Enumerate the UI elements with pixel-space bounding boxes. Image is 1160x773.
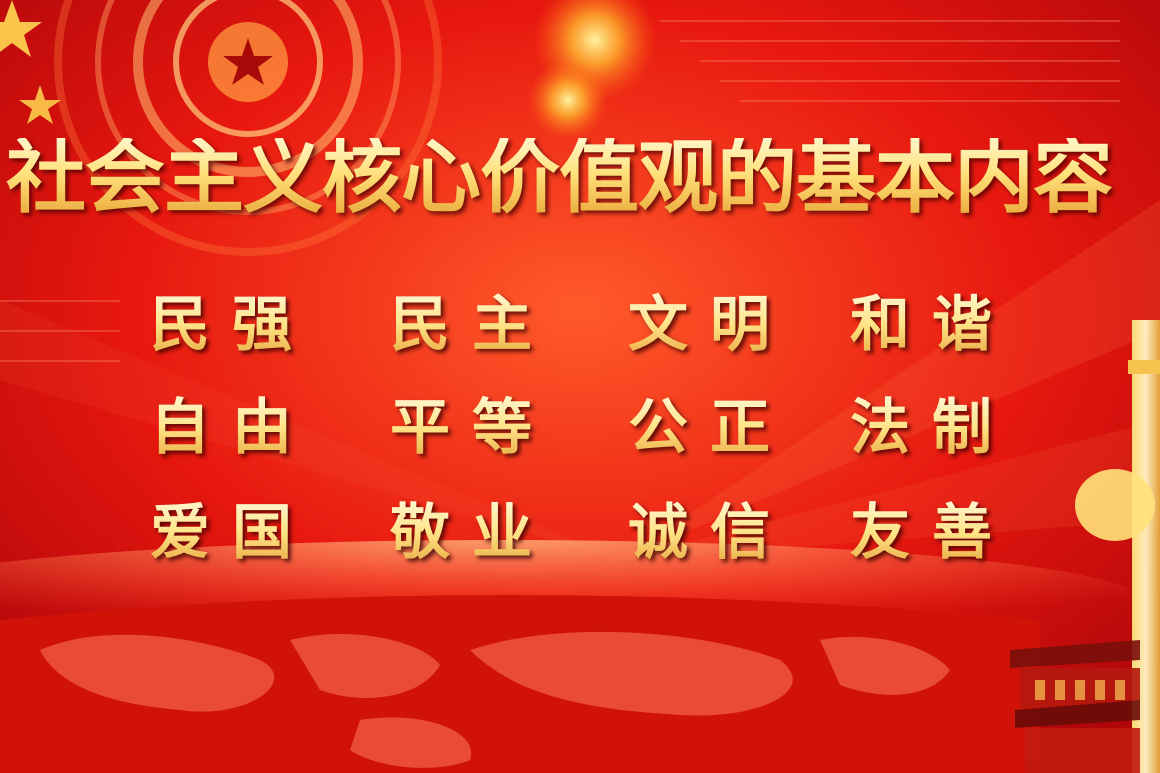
core-value-item: 友善 bbox=[850, 498, 1014, 568]
core-value-item: 和谐 bbox=[850, 290, 1014, 360]
core-value-item: 爱国 bbox=[150, 498, 314, 568]
star-icon bbox=[0, 0, 42, 57]
core-values-grid: 民强 民主 文明 和谐 自由 平等 公正 法制 爱国 敬业 诚信 友善 bbox=[150, 290, 1020, 580]
core-value-item: 法制 bbox=[850, 393, 1014, 463]
core-value-item: 民强 bbox=[150, 290, 314, 360]
core-value-item: 民主 bbox=[390, 290, 554, 360]
emblem-rings bbox=[54, 0, 442, 256]
core-value-item: 敬业 bbox=[390, 498, 554, 568]
core-value-item: 平等 bbox=[390, 393, 554, 463]
star-icon bbox=[223, 38, 273, 85]
core-value-item: 公正 bbox=[628, 393, 792, 463]
firework-graphic bbox=[528, 0, 657, 140]
core-value-item: 诚信 bbox=[628, 498, 792, 568]
tiananmen-graphic bbox=[1010, 640, 1140, 773]
world-map-graphic bbox=[40, 631, 950, 768]
core-value-item: 自由 bbox=[150, 393, 314, 463]
poster-title: 社会主义核心价值观的基本内容 bbox=[6, 138, 1156, 218]
core-value-item: 文明 bbox=[628, 290, 792, 360]
star-icon bbox=[19, 85, 61, 124]
